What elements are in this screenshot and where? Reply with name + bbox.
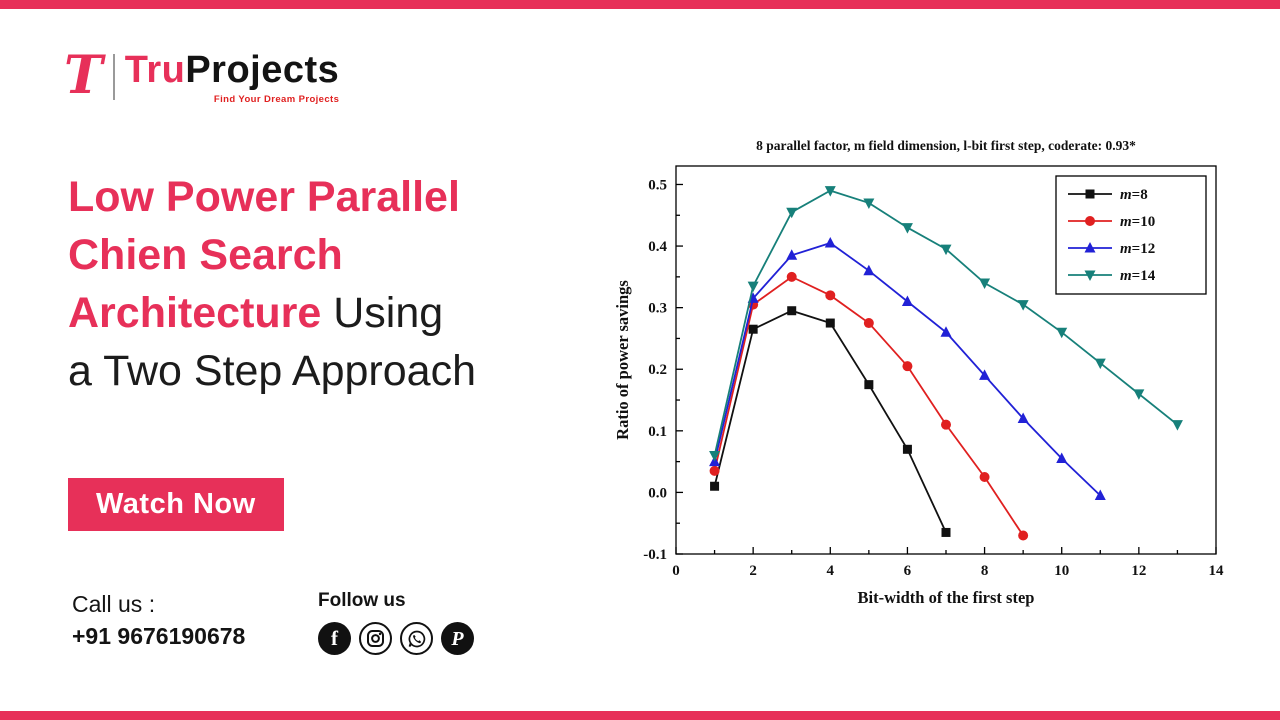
svg-text:Bit-width of the first step: Bit-width of the first step: [858, 588, 1035, 607]
svg-text:m=10: m=10: [1120, 214, 1155, 230]
brand-logo: T TruProjects Find Your Dream Projects: [64, 45, 340, 106]
svg-text:10: 10: [1054, 563, 1069, 579]
facebook-icon[interactable]: f: [318, 622, 351, 655]
follow-us-label: Follow us: [318, 590, 406, 611]
social-block: Follow us f P: [318, 590, 474, 655]
svg-text:14: 14: [1209, 563, 1225, 579]
svg-text:8 parallel factor, m field dim: 8 parallel factor, m field dimension, l-…: [756, 138, 1136, 153]
svg-text:Ratio of power savings: Ratio of power savings: [613, 280, 632, 440]
svg-text:12: 12: [1131, 563, 1146, 579]
whatsapp-glyph: [408, 630, 425, 647]
title-line-4: a Two Step Approach: [68, 347, 476, 395]
svg-text:0.3: 0.3: [648, 301, 667, 317]
chart-canvas: 8 parallel factor, m field dimension, l-…: [610, 126, 1250, 631]
title-line-2: Chien Search: [68, 231, 343, 279]
logo-name-first: Tru: [124, 49, 186, 91]
pinterest-icon[interactable]: P: [441, 622, 474, 655]
chart-svg: 8 parallel factor, m field dimension, l-…: [613, 138, 1225, 607]
logo-name-second: Projects: [185, 49, 340, 91]
whatsapp-icon[interactable]: [400, 622, 433, 655]
svg-text:8: 8: [981, 563, 989, 579]
svg-text:4: 4: [827, 563, 835, 579]
instagram-icon[interactable]: [359, 622, 392, 655]
phone-number: +91 9676190678: [72, 623, 246, 649]
top-accent-bar: [0, 0, 1280, 9]
svg-text:0.2: 0.2: [648, 362, 667, 378]
social-icons-row: f P: [318, 622, 474, 655]
svg-text:m=14: m=14: [1120, 268, 1156, 284]
svg-text:-0.1: -0.1: [643, 547, 667, 563]
title-line-3-rest: Using: [321, 289, 444, 337]
video-title: Low Power Parallel Chien Search Architec…: [68, 168, 476, 400]
bottom-accent-bar: [0, 711, 1280, 720]
contact-block: Call us : +91 9676190678: [72, 588, 245, 652]
logo-wordmark: TruProjects Find Your Dream Projects: [125, 48, 340, 105]
svg-text:0.4: 0.4: [648, 239, 667, 255]
svg-text:m=8: m=8: [1120, 187, 1148, 203]
svg-text:0.0: 0.0: [648, 485, 667, 501]
svg-text:m=12: m=12: [1120, 241, 1155, 257]
svg-text:6: 6: [904, 563, 912, 579]
logo-divider: [112, 54, 115, 100]
logo-t-icon: T: [64, 45, 103, 106]
instagram-glyph: [367, 630, 384, 647]
svg-text:0: 0: [672, 563, 680, 579]
svg-text:0.5: 0.5: [648, 177, 667, 193]
title-line-3-accent: Architecture: [68, 289, 322, 337]
svg-text:2: 2: [749, 563, 757, 579]
logo-tagline: Find Your Dream Projects: [213, 94, 340, 105]
call-us-label: Call us :: [72, 591, 156, 617]
watch-now-button[interactable]: Watch Now: [68, 478, 284, 531]
svg-text:0.1: 0.1: [648, 424, 667, 440]
title-line-1: Low Power Parallel: [68, 173, 460, 221]
